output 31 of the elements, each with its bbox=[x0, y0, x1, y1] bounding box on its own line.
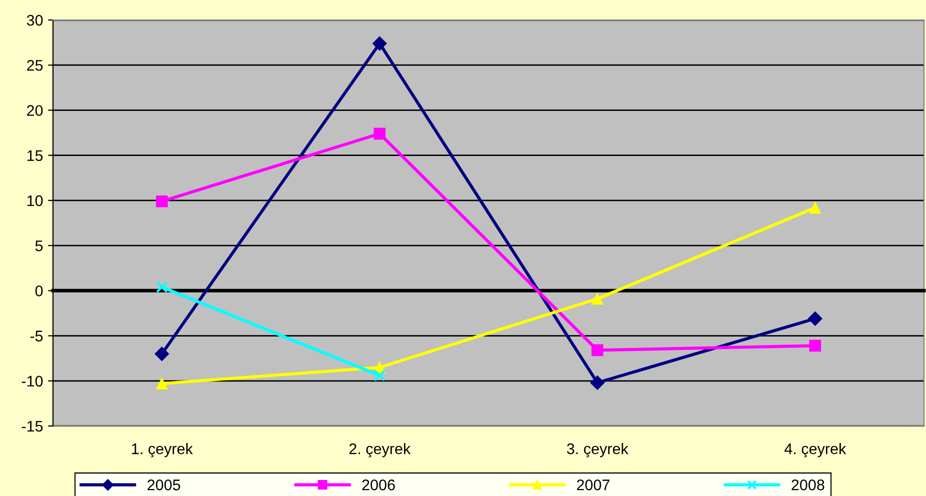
point bbox=[591, 344, 604, 356]
x-tick-label: 2. çeyrek bbox=[349, 443, 411, 458]
point bbox=[156, 281, 168, 293]
point bbox=[809, 202, 822, 214]
legend-label: 2005 bbox=[148, 480, 180, 490]
point bbox=[590, 375, 605, 390]
point bbox=[156, 195, 168, 208]
y-tick-label: 10 bbox=[27, 195, 43, 206]
point bbox=[154, 346, 170, 362]
point bbox=[374, 128, 386, 140]
point bbox=[372, 36, 387, 51]
y-tick-label: -10 bbox=[22, 376, 43, 387]
y-tick-label: 25 bbox=[27, 60, 43, 71]
y-tick-label: 0 bbox=[35, 286, 43, 296]
legend-label: 2007 bbox=[576, 480, 610, 490]
point bbox=[809, 340, 822, 352]
legend-label: 2008 bbox=[792, 480, 824, 490]
point bbox=[808, 311, 822, 326]
y-tick-label: 5 bbox=[35, 240, 43, 252]
point bbox=[156, 378, 168, 390]
y-tick-label: 20 bbox=[27, 105, 43, 116]
x-tick-label: 1. çeyrek bbox=[132, 443, 193, 458]
y-tick-label: 30 bbox=[26, 14, 43, 26]
x-tick-label: 4. çeyrek bbox=[784, 443, 846, 458]
x-tick-label: 3. çeyrek bbox=[566, 443, 628, 458]
y-tick-label: -15 bbox=[22, 421, 43, 432]
point bbox=[374, 370, 386, 382]
legend-label: 2006 bbox=[362, 480, 395, 490]
point bbox=[591, 292, 604, 305]
y-tick-label: -5 bbox=[30, 330, 43, 342]
y-tick-label: 15 bbox=[27, 150, 43, 162]
